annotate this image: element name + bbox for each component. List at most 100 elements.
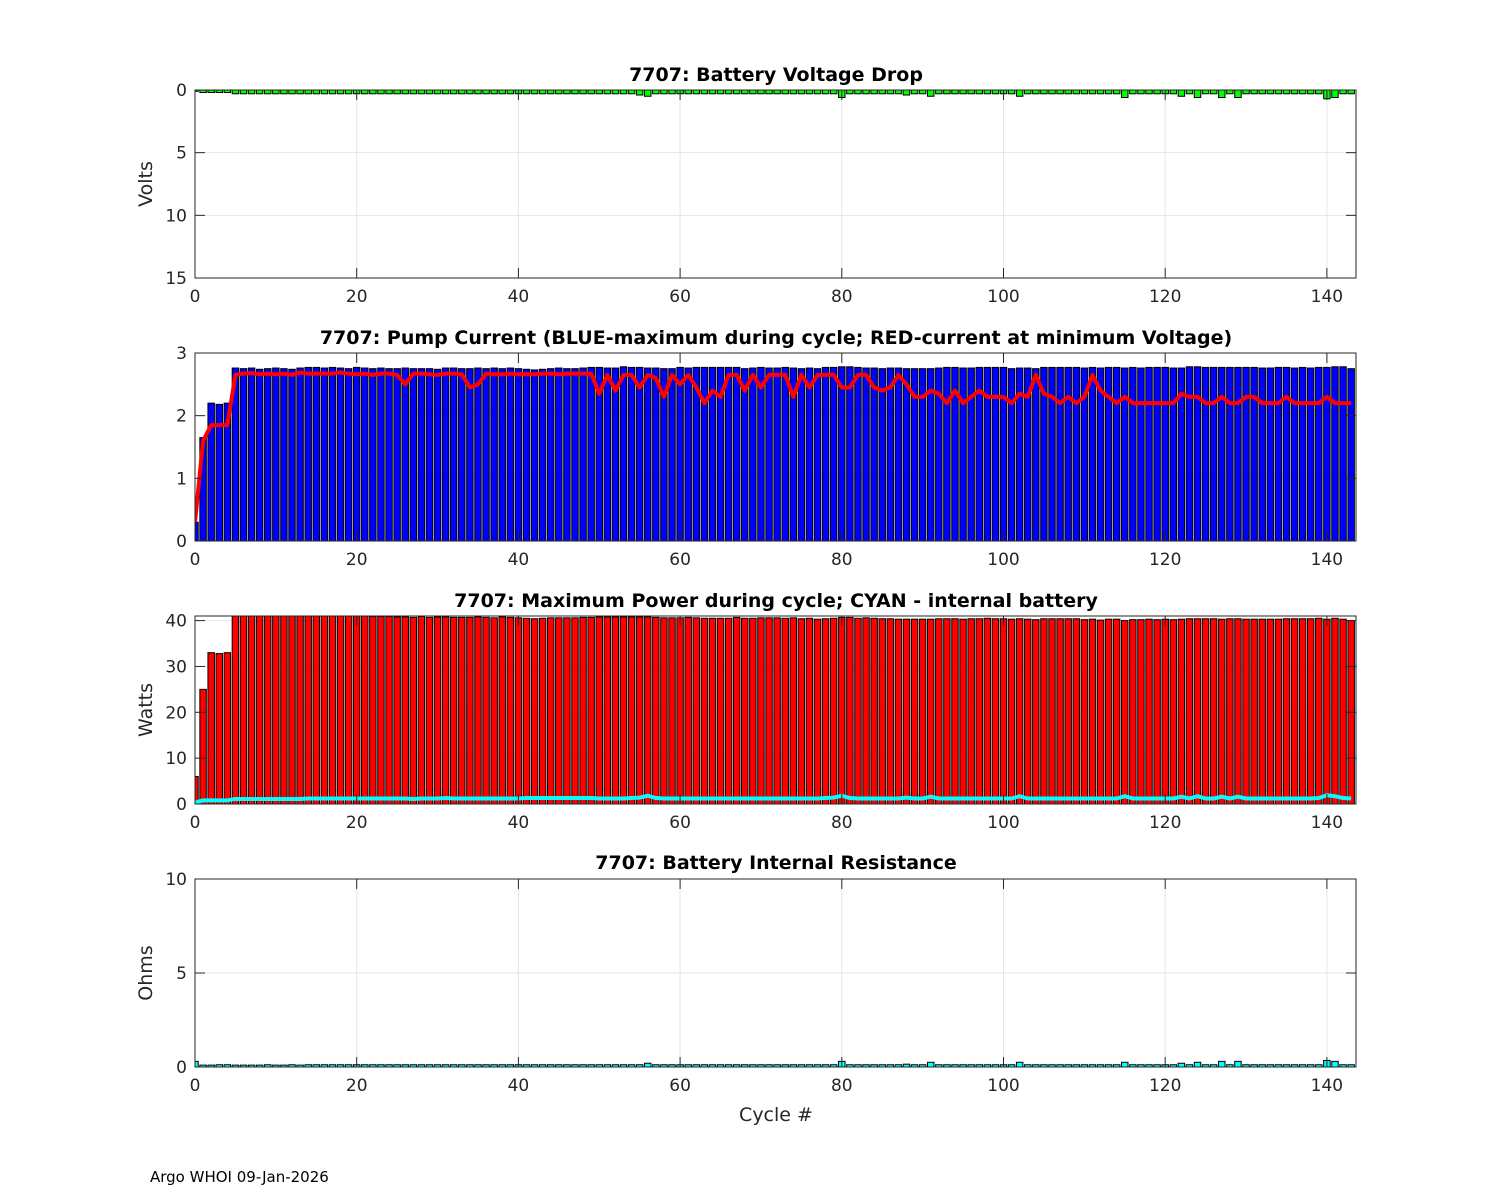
- bar: [320, 367, 329, 541]
- bar: [676, 366, 684, 541]
- bar: [1234, 1060, 1242, 1067]
- bar: [433, 90, 442, 95]
- bar: [255, 368, 264, 541]
- bar: [425, 368, 434, 541]
- bar: [967, 618, 975, 804]
- bar: [571, 90, 579, 95]
- bar: [1347, 368, 1355, 541]
- series-line: [195, 793, 1352, 804]
- bar: [417, 90, 426, 95]
- bar: [1258, 367, 1266, 541]
- y-tick-label: 0: [176, 81, 187, 101]
- bar: [466, 616, 474, 804]
- bar: [1177, 618, 1186, 804]
- y-tick-label: 0: [176, 795, 187, 815]
- bar: [1226, 366, 1234, 541]
- bar: [910, 618, 919, 804]
- bar: [1121, 90, 1129, 99]
- bar: [417, 616, 426, 804]
- bar: [490, 617, 498, 804]
- bar: [466, 90, 474, 95]
- bar: [732, 90, 741, 95]
- x-tick-label: 120: [1149, 1076, 1181, 1096]
- bar: [369, 368, 377, 541]
- bar: [304, 90, 312, 95]
- bar: [983, 90, 992, 95]
- bar: [530, 90, 539, 95]
- bar: [393, 616, 401, 804]
- bar: [1129, 1064, 1137, 1067]
- bar: [587, 366, 595, 541]
- bar: [991, 618, 1000, 804]
- x-tick-label: 100: [987, 1076, 1019, 1096]
- bar: [458, 1064, 466, 1067]
- bar: [652, 616, 660, 804]
- bar: [1218, 618, 1226, 804]
- bar: [926, 1061, 935, 1067]
- bar: [1121, 1061, 1129, 1067]
- bar: [1015, 90, 1024, 97]
- plot-area: [195, 90, 1355, 100]
- axes-box: [194, 615, 1357, 805]
- bar: [1209, 1064, 1218, 1067]
- bar: [1218, 366, 1226, 541]
- x-tick-label: 40: [508, 813, 530, 833]
- bar: [644, 1062, 652, 1067]
- bar: [1339, 618, 1347, 804]
- bar: [522, 90, 531, 95]
- x-tick-label: 140: [1311, 813, 1343, 833]
- bar: [926, 618, 935, 804]
- y-axis-label: Ohms: [135, 945, 157, 1000]
- bar: [498, 368, 506, 541]
- bar: [1137, 1064, 1145, 1067]
- series-line: [195, 370, 1352, 523]
- bar: [1015, 1061, 1024, 1067]
- bar: [1218, 90, 1226, 99]
- bar: [1282, 618, 1291, 804]
- bar: [1088, 90, 1097, 95]
- bar: [401, 1064, 409, 1067]
- bar: [247, 616, 256, 804]
- bar: [813, 1064, 822, 1067]
- bar: [425, 616, 434, 804]
- bar: [975, 1064, 983, 1067]
- axes-box: [194, 89, 1357, 279]
- x-tick-label: 140: [1311, 550, 1343, 570]
- bar: [1064, 618, 1072, 804]
- bar: [352, 366, 361, 541]
- bar: [741, 90, 749, 95]
- bar: [603, 1064, 612, 1067]
- bar: [603, 367, 612, 541]
- bar: [1153, 1064, 1161, 1067]
- bar: [789, 90, 798, 95]
- bar: [894, 367, 903, 541]
- x-tick-label: 120: [1149, 813, 1181, 833]
- bar: [449, 1064, 458, 1067]
- bar: [765, 617, 773, 804]
- bar: [320, 616, 329, 804]
- bar: [716, 1064, 725, 1067]
- bar: [474, 1064, 482, 1067]
- bar: [935, 618, 943, 804]
- bar: [441, 367, 450, 541]
- bar: [1250, 366, 1258, 541]
- bar: [409, 616, 418, 804]
- bar: [441, 616, 450, 804]
- bar: [611, 1064, 620, 1067]
- bar: [1274, 1064, 1283, 1067]
- bar: [846, 616, 854, 804]
- bar: [983, 617, 992, 804]
- y-tick-label: 5: [176, 144, 187, 164]
- bar: [1258, 618, 1266, 804]
- bar: [789, 617, 798, 804]
- bar: [1024, 1064, 1032, 1067]
- bar: [1306, 367, 1315, 541]
- bar: [894, 618, 903, 804]
- bar: [255, 616, 264, 804]
- bar: [385, 616, 393, 804]
- bar: [207, 90, 215, 94]
- bar: [199, 688, 207, 804]
- bar: [781, 1064, 789, 1067]
- bar: [635, 366, 644, 541]
- bar: [1145, 618, 1153, 804]
